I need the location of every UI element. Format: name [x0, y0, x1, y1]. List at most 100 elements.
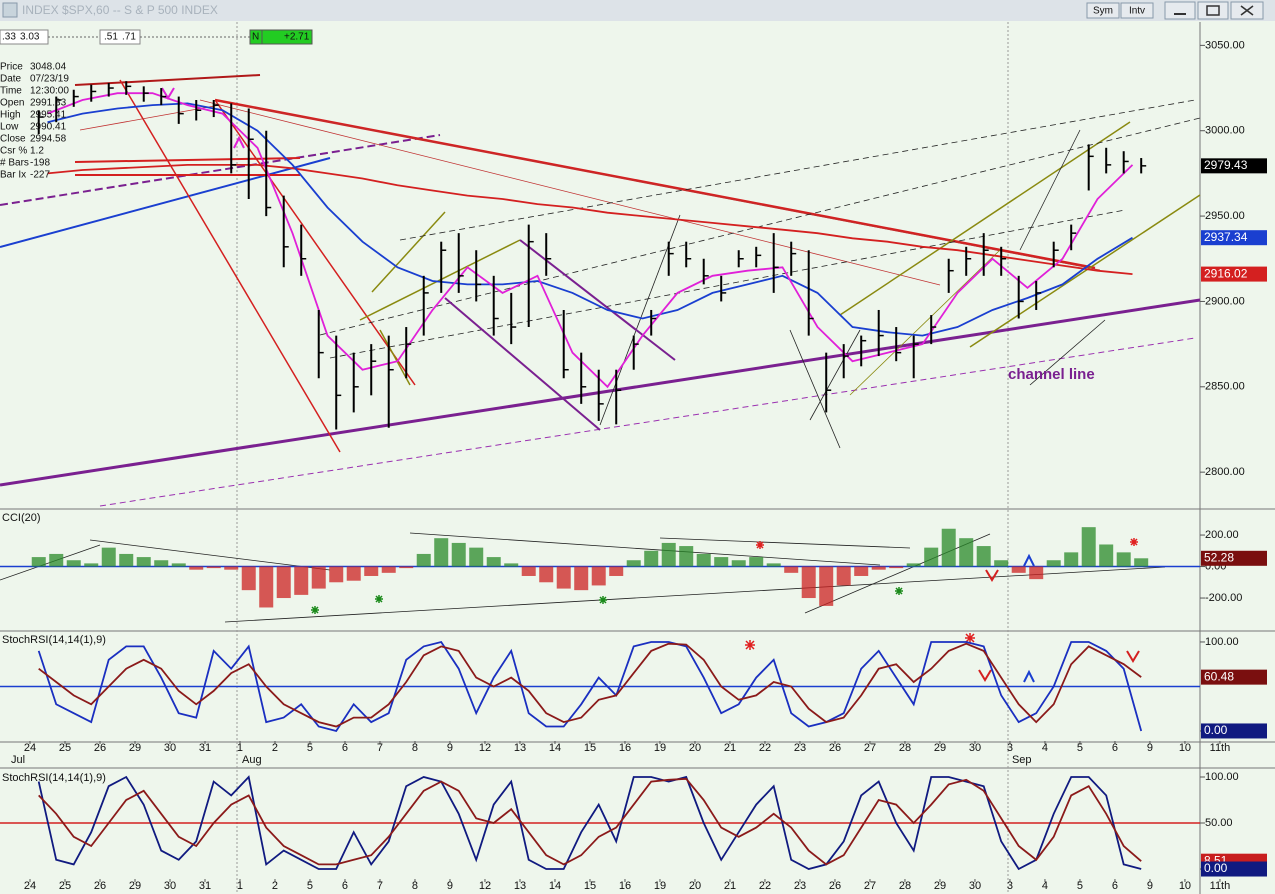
x-tick-label: 29 [129, 742, 141, 754]
chart-title: INDEX $SPX,60 -- S & P 500 INDEX [22, 3, 218, 17]
trendline [1019, 129, 1081, 251]
cci-bar [994, 560, 1009, 567]
x-tick-label: 21 [724, 742, 736, 754]
x-tick-label: 19 [654, 742, 666, 754]
y-tick-label: 2800.00 [1205, 466, 1245, 478]
trendline [1029, 319, 1106, 386]
trendlines [0, 74, 1201, 507]
info-label: Low [0, 122, 19, 133]
series-line [38, 777, 1142, 866]
info-label: Bar Ix [0, 170, 26, 181]
info-value: 2991.33 [30, 98, 67, 109]
value-marker-label: 2937.34 [1204, 230, 1248, 244]
x-tick-label: 11th [1210, 742, 1231, 754]
trendline [659, 537, 911, 549]
cci-bar [976, 546, 991, 567]
cci-bar [136, 557, 151, 567]
channel-line [0, 298, 1201, 487]
trendline [379, 329, 411, 386]
x-tick-label: 29 [934, 880, 946, 892]
x-tick-label: 15 [584, 880, 596, 892]
trendline [371, 211, 446, 293]
cci-bar [539, 566, 554, 583]
cci-bar [294, 566, 309, 595]
x-tick-label: 6 [1112, 742, 1118, 754]
y-tick-label: 200.00 [1205, 529, 1239, 541]
maximize-button[interactable] [1197, 1, 1229, 20]
value-marker [1201, 158, 1267, 174]
info-label: # Bars [0, 158, 29, 169]
x-tick-label: 23 [794, 742, 806, 754]
cci-bar [871, 566, 886, 570]
cci-bar [679, 546, 694, 567]
x-tick-label: 13 [514, 880, 526, 892]
info-value: 3048.04 [30, 62, 67, 73]
info-value: -198 [30, 158, 50, 169]
cci-bar [469, 547, 484, 567]
toolbar-value: .51 [104, 32, 118, 43]
x-tick-label: 10 [1179, 880, 1191, 892]
month-label: Jul [11, 754, 25, 766]
cci-bar [434, 538, 449, 567]
x-tick-label: 3 [1007, 880, 1013, 892]
cci-bar [171, 563, 186, 567]
info-label: Time [0, 86, 22, 97]
trendline [839, 121, 1131, 316]
intv-button-label[interactable]: Intv [1129, 6, 1145, 17]
minimize-button[interactable] [1164, 1, 1196, 20]
buy-mark [1023, 669, 1035, 683]
y-tick-label: 2900.00 [1205, 295, 1245, 307]
x-tick-label: 22 [759, 880, 771, 892]
x-tick-label: 1 [237, 742, 243, 754]
cci-bar [714, 557, 729, 567]
toolbar-value: .33 [2, 32, 16, 43]
series-line [47, 164, 1133, 275]
cci-bar [119, 553, 134, 567]
x-tick-label: 13 [514, 742, 526, 754]
info-label: Close [0, 134, 26, 145]
cci-bar [504, 563, 519, 567]
value-marker-label: 0.00 [1204, 861, 1228, 875]
cci-bar [329, 566, 344, 583]
info-value: 12:30:00 [30, 86, 69, 97]
x-tick-label: 1 [237, 880, 243, 892]
star-mark [375, 595, 383, 603]
y-tick-label: 2950.00 [1205, 210, 1245, 222]
x-tick-label: 7 [377, 880, 383, 892]
y-tick-label: 100.00 [1205, 771, 1239, 783]
intv-button[interactable] [1120, 2, 1154, 19]
x-tick-label: 8 [412, 880, 418, 892]
value-marker [1201, 723, 1267, 739]
x-tick-label: 30 [164, 742, 176, 754]
cci-bar [224, 566, 239, 570]
sym-button[interactable] [1086, 2, 1120, 19]
sym-button-label[interactable]: Sym [1093, 6, 1113, 17]
x-tick-label: 26 [829, 880, 841, 892]
x-tick-label: 16 [619, 742, 631, 754]
cci-bar [836, 566, 851, 586]
cci-bar [381, 566, 396, 573]
x-tick-label: 23 [794, 880, 806, 892]
x-tick-label: 8 [412, 742, 418, 754]
x-tick-label: 11th [1210, 880, 1231, 892]
cci-bar [451, 542, 466, 567]
trendline [0, 157, 331, 248]
y-tick-label: 100.00 [1205, 636, 1239, 648]
series-line [38, 642, 1142, 728]
y-tick-label: 3000.00 [1205, 125, 1245, 137]
x-tick-label: 29 [129, 880, 141, 892]
sell-mark [1126, 650, 1140, 663]
cci-bar [1011, 566, 1026, 573]
info-label: Date [0, 74, 22, 85]
cci-bar [1134, 558, 1149, 567]
x-tick-label: 5 [1077, 880, 1083, 892]
cci-bar [959, 538, 974, 567]
annotation: channel line [1008, 366, 1095, 383]
month-label: Sep [1012, 754, 1032, 766]
trendline [804, 533, 991, 614]
trendline [119, 79, 341, 453]
star-mark [311, 606, 319, 614]
info-label: Csr % [0, 146, 27, 157]
cci-bar [364, 566, 379, 576]
